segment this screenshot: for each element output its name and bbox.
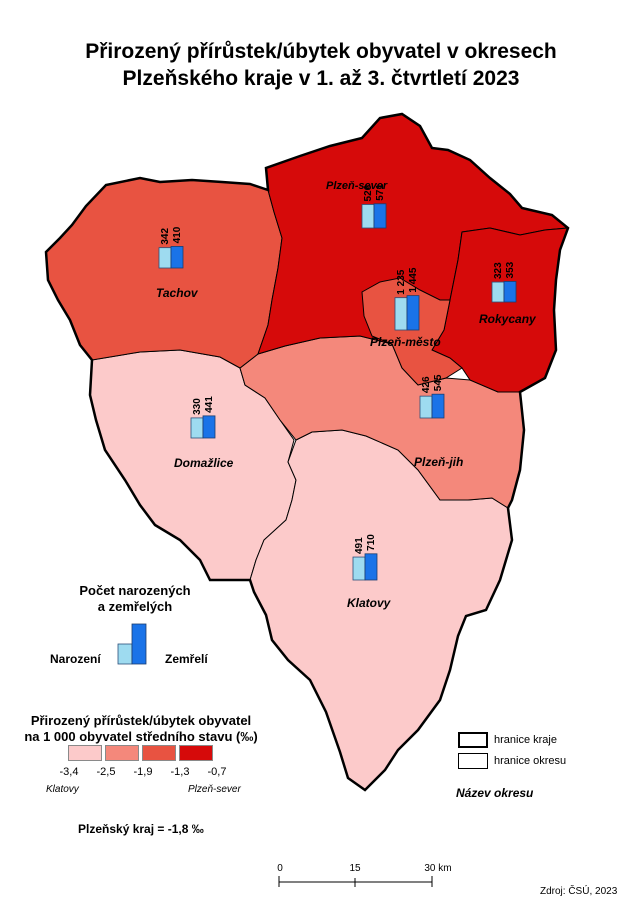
district-label-klatovy: Klatovy — [347, 596, 391, 610]
bar-deaths-plzen_jih — [431, 393, 445, 419]
legend-births-bar — [117, 643, 133, 665]
bar-deaths-klatovy — [364, 553, 378, 581]
bar-births-plzen_jih — [419, 395, 433, 419]
bar-deaths-plzen_sever — [373, 203, 387, 229]
district-label-tachov: Tachov — [156, 286, 198, 300]
map-title-line1: Přirozený přírůstek/úbytek obyvatel v ok… — [85, 40, 557, 63]
district-tachov — [45, 177, 283, 369]
bar-births-domazlice — [190, 417, 204, 439]
rate-min-district: Klatovy — [46, 784, 79, 795]
scale-label-15: 15 — [349, 863, 361, 874]
value-label-deaths-tachov: 410 — [172, 226, 183, 243]
rate-swatch-2 — [105, 745, 139, 761]
value-label-births-rokycany: 323 — [493, 262, 504, 279]
bar-deaths-rokycany — [503, 281, 517, 303]
district-boundary-swatch — [458, 753, 488, 769]
district-plzen-mesto — [361, 277, 463, 386]
value-label-deaths-plzen_sever: 571 — [375, 184, 386, 201]
district-label-plzen-jih: Plzeň-jih — [414, 455, 464, 469]
value-label-deaths-rokycany: 353 — [505, 261, 516, 278]
region-boundary-label: hranice kraje — [494, 734, 557, 746]
value-label-births-plzen_sever: 526 — [363, 184, 374, 201]
rate-break-3: -1,9 — [133, 766, 153, 778]
legend-deaths-bar — [131, 623, 147, 665]
scale-label-0: 0 — [277, 863, 283, 874]
value-label-deaths-plzen_mesto: 1 445 — [408, 267, 419, 292]
region-boundary — [44, 112, 570, 792]
rate-max-district: Plzeň-sever — [188, 784, 241, 795]
value-label-births-plzen_mesto: 1 235 — [396, 269, 407, 294]
bar-births-plzen_mesto — [394, 297, 408, 331]
map-title-line2: Plzeňského kraje v 1. až 3. čtvrtletí 20… — [122, 67, 520, 90]
district-boundary-label: hranice okresu — [494, 755, 567, 767]
value-label-deaths-plzen_jih: 545 — [433, 374, 444, 391]
source-note: Zdroj: ČSÚ, 2023 — [540, 886, 618, 897]
region-boundary-swatch — [458, 732, 488, 748]
district-label-domazlice: Domažlice — [174, 456, 234, 470]
rate-legend-title-2: na 1 000 obyvatel středního stavu (‰) — [24, 729, 258, 744]
district-label-plzen-sever: Plzeň-sever — [326, 180, 388, 192]
district-label-rokycany: Rokycany — [479, 312, 536, 326]
births-legend-label: Narození — [50, 652, 101, 666]
deaths-legend-label: Zemřelí — [165, 652, 208, 666]
bar-deaths-plzen_mesto — [406, 295, 420, 331]
rate-swatch-3 — [142, 745, 176, 761]
rate-legend-title-1: Přirozený přírůstek/úbytek obyvatel — [30, 713, 252, 728]
rate-break-1: -3,4 — [59, 766, 79, 778]
bar-births-klatovy — [352, 556, 366, 581]
rate-swatch-1 — [68, 745, 102, 761]
rate-break-5: -0,7 — [207, 766, 227, 778]
births-legend-title-2: a zemřelých — [97, 599, 173, 614]
births-legend-title-1: Počet narozených — [79, 583, 191, 598]
district-label-plzen-mesto: Plzeň-město — [370, 335, 441, 349]
value-label-births-klatovy: 491 — [354, 537, 365, 554]
scale-bar — [278, 876, 433, 887]
bar-births-plzen_sever — [361, 204, 375, 229]
bar-births-tachov — [158, 247, 172, 269]
district-name-legend: Název okresu — [456, 786, 534, 800]
region-total: Plzeňský kraj = -1,8 ‰ — [78, 822, 204, 836]
value-label-births-domazlice: 330 — [192, 398, 203, 415]
rate-break-2: -2,5 — [96, 766, 116, 778]
bar-deaths-domazlice — [202, 415, 216, 439]
rate-swatch-4 — [179, 745, 213, 761]
bar-births-rokycany — [491, 281, 505, 303]
bar-deaths-tachov — [170, 246, 184, 269]
value-label-deaths-klatovy: 710 — [366, 534, 377, 551]
scale-label-30: 30 km — [424, 863, 452, 874]
rate-break-4: -1,3 — [170, 766, 190, 778]
value-label-deaths-domazlice: 441 — [204, 396, 215, 413]
value-label-births-tachov: 342 — [160, 228, 171, 245]
value-label-births-plzen_jih: 426 — [421, 376, 432, 393]
